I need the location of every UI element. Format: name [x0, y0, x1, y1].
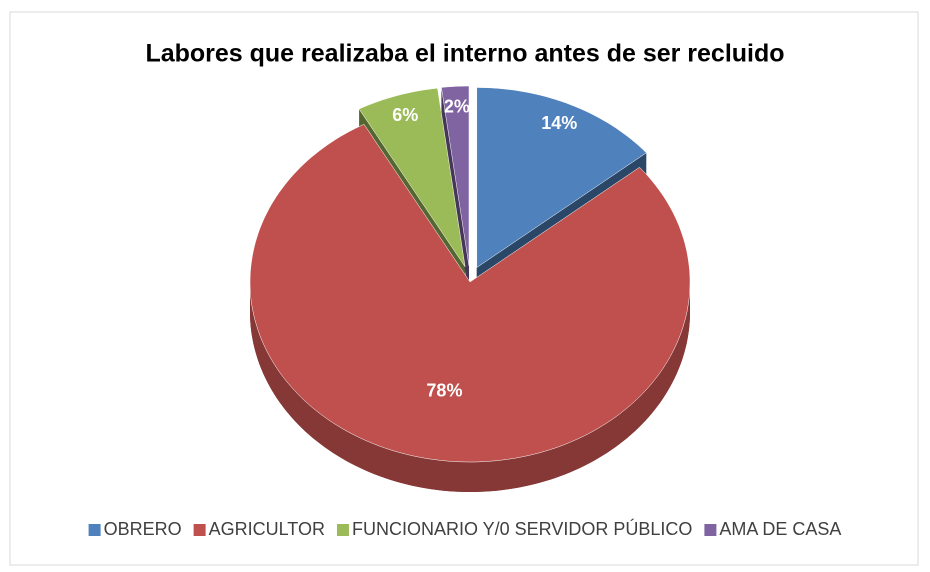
data-label: 14%	[541, 113, 577, 133]
legend-swatch	[193, 524, 206, 536]
slice-edge	[441, 87, 469, 296]
pie-slice	[358, 87, 466, 267]
legend-swatch	[336, 524, 349, 536]
pie-slice	[476, 87, 647, 268]
legend-label: AGRICULTOR	[209, 519, 325, 539]
slice-wall	[250, 282, 690, 492]
data-label: 2%	[444, 97, 470, 117]
pie-slice	[441, 85, 470, 267]
data-label: 6%	[392, 105, 418, 125]
legend-label: FUNCIONARIO Y/0 SERVIDOR PÚBLICO	[352, 518, 692, 539]
data-label: 78%	[426, 380, 462, 400]
legend-swatch	[88, 524, 101, 536]
legend-swatch	[704, 524, 717, 536]
legend-label: OBRERO	[104, 519, 182, 539]
pie-slice	[249, 123, 691, 463]
legend-label: AMA DE CASA	[719, 519, 841, 539]
legend: OBRERO AGRICULTOR FUNCIONARIO Y/0 SERVIDOR…	[88, 518, 841, 539]
chart-title: Labores que realizaba el interno antes d…	[145, 40, 784, 68]
